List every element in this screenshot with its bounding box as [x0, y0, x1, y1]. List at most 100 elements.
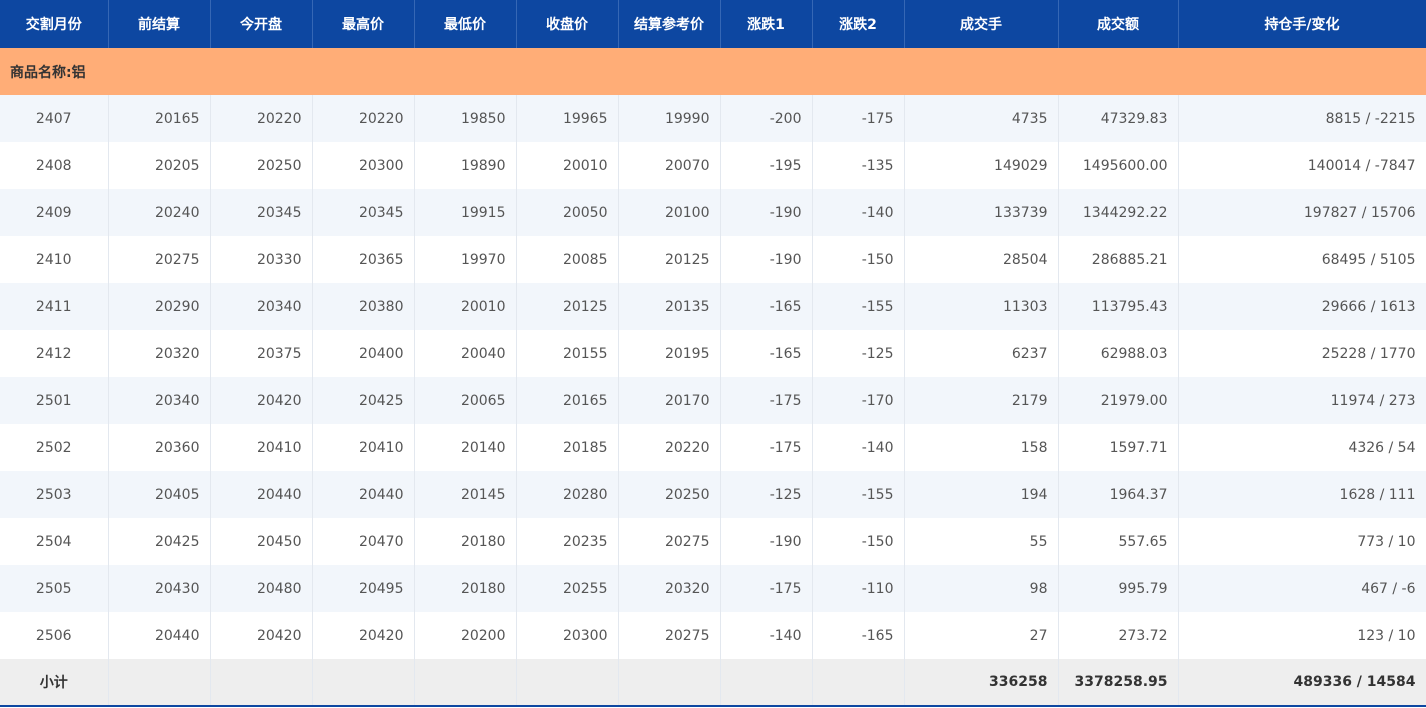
cell: 149029 [904, 142, 1059, 189]
empty-cell [312, 659, 415, 706]
data-row: 2501 20340 20420 20425 20065 20165 20170 -175 -1… [0, 377, 1426, 424]
cell: 20440 [108, 612, 211, 659]
cell: 467 / -6 [1178, 565, 1426, 612]
cell: 98 [904, 565, 1059, 612]
cell: 2503 [0, 471, 109, 518]
column-header: 结算参考价 [618, 0, 721, 48]
cell: 123 / 10 [1178, 612, 1426, 659]
cell: 20495 [312, 565, 415, 612]
data-row: 2506 20440 20420 20420 20200 20300 20275 -140 -1… [0, 612, 1426, 659]
column-header: 最低价 [414, 0, 517, 48]
cell: 286885.21 [1058, 236, 1179, 283]
cell: 47329.83 [1058, 95, 1179, 142]
cell: -135 [812, 142, 905, 189]
cell: 62988.03 [1058, 330, 1179, 377]
column-header: 收盘价 [516, 0, 619, 48]
cell: 20365 [312, 236, 415, 283]
cell: 20340 [108, 377, 211, 424]
cell: 197827 / 15706 [1178, 189, 1426, 236]
cell: 20440 [210, 471, 313, 518]
cell: 140014 / -7847 [1178, 142, 1426, 189]
cell: 2179 [904, 377, 1059, 424]
cell: 4735 [904, 95, 1059, 142]
cell: 20250 [210, 142, 313, 189]
empty-cell [210, 659, 313, 706]
cell: 29666 / 1613 [1178, 283, 1426, 330]
empty-cell [812, 659, 905, 706]
cell: -170 [812, 377, 905, 424]
cell: 20205 [108, 142, 211, 189]
table-body: 商品名称:铝 2407 20165 20220 20220 19850 19965 19990… [0, 48, 1426, 706]
cell: 20360 [108, 424, 211, 471]
cell: 20145 [414, 471, 517, 518]
column-header: 持仓手/变化 [1178, 0, 1426, 48]
cell: 20125 [618, 236, 721, 283]
cell: 20250 [618, 471, 721, 518]
data-row: 2502 20360 20410 20410 20140 20185 20220 -175 -1… [0, 424, 1426, 471]
cell: -125 [720, 471, 813, 518]
cell: 19850 [414, 95, 517, 142]
column-header: 成交手 [904, 0, 1059, 48]
column-header: 涨跌1 [720, 0, 813, 48]
cell: 20010 [516, 142, 619, 189]
column-header: 前结算 [108, 0, 211, 48]
cell: 20420 [210, 612, 313, 659]
cell: 4326 / 54 [1178, 424, 1426, 471]
cell: 20100 [618, 189, 721, 236]
cell: -165 [720, 330, 813, 377]
data-row: 2409 20240 20345 20345 19915 20050 20100 -190 -1… [0, 189, 1426, 236]
cell: 20275 [108, 236, 211, 283]
cell: 20185 [516, 424, 619, 471]
cell: 20300 [516, 612, 619, 659]
cell: 20450 [210, 518, 313, 565]
empty-cell [720, 659, 813, 706]
cell: 20180 [414, 518, 517, 565]
cell: 20410 [312, 424, 415, 471]
cell: 20375 [210, 330, 313, 377]
cell: 20220 [618, 424, 721, 471]
cell: 20255 [516, 565, 619, 612]
cell: 158 [904, 424, 1059, 471]
empty-cell [516, 659, 619, 706]
cell: 68495 / 5105 [1178, 236, 1426, 283]
data-row: 2407 20165 20220 20220 19850 19965 19990 -200 -1… [0, 95, 1426, 142]
cell: 2506 [0, 612, 109, 659]
cell: 20155 [516, 330, 619, 377]
cell: 25228 / 1770 [1178, 330, 1426, 377]
cell: 20400 [312, 330, 415, 377]
cell: 20320 [618, 565, 721, 612]
header-row: 交割月份 前结算 今开盘 最高价 最低价 收盘价 结算参考价 涨跌1 涨跌2 成交手 成交额 持仓手/… [0, 0, 1426, 48]
cell: 20425 [108, 518, 211, 565]
cell: 20345 [312, 189, 415, 236]
cell: 20040 [414, 330, 517, 377]
cell: 20430 [108, 565, 211, 612]
cell: 2501 [0, 377, 109, 424]
cell: 2504 [0, 518, 109, 565]
cell: -140 [720, 612, 813, 659]
cell: 133739 [904, 189, 1059, 236]
cell: 20140 [414, 424, 517, 471]
cell: 20420 [210, 377, 313, 424]
cell: 19890 [414, 142, 517, 189]
cell: -150 [812, 518, 905, 565]
cell: 1628 / 111 [1178, 471, 1426, 518]
cell: 11303 [904, 283, 1059, 330]
cell: 995.79 [1058, 565, 1179, 612]
cell: 20180 [414, 565, 517, 612]
cell: -110 [812, 565, 905, 612]
cell: 20480 [210, 565, 313, 612]
cell: -165 [812, 612, 905, 659]
cell: 20320 [108, 330, 211, 377]
group-label: 商品名称:铝 [0, 48, 1426, 95]
cell: 20170 [618, 377, 721, 424]
cell: 20420 [312, 612, 415, 659]
subtotal-volume: 336258 [904, 659, 1059, 706]
column-header: 最高价 [312, 0, 415, 48]
cell: 20165 [516, 377, 619, 424]
cell: -175 [720, 377, 813, 424]
cell: 27 [904, 612, 1059, 659]
cell: 20275 [618, 612, 721, 659]
empty-cell [618, 659, 721, 706]
cell: 2407 [0, 95, 109, 142]
cell: -190 [720, 236, 813, 283]
